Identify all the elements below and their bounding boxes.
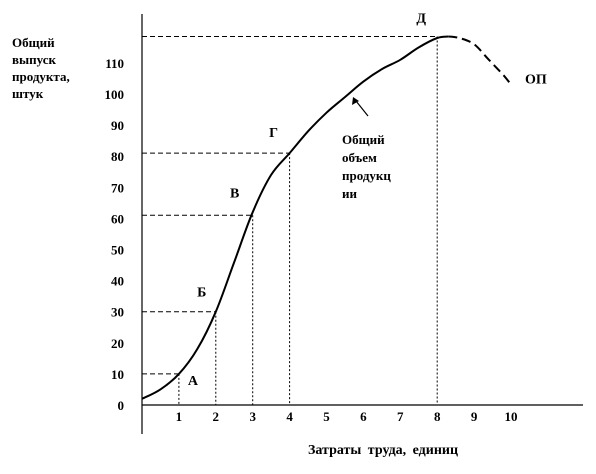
x-tick-label: 6 — [360, 409, 367, 424]
point-label: Г — [269, 126, 278, 141]
y-tick-label: 90 — [111, 118, 124, 133]
y-tick-label: 100 — [105, 87, 125, 102]
y-tick-label: 0 — [118, 398, 125, 413]
x-axis-label: Затраты труда, единиц — [308, 443, 459, 458]
chart-axes — [141, 14, 583, 434]
annotation-arrow — [355, 100, 369, 117]
x-tick-label: 4 — [286, 409, 293, 424]
y-tick-label: 80 — [111, 149, 124, 164]
guide-lines — [142, 35, 438, 405]
total-product-curve — [141, 35, 449, 400]
y-tick-label: 10 — [111, 367, 124, 382]
y-tick-label: 110 — [105, 56, 124, 71]
x-tick-label: 7 — [397, 409, 404, 424]
x-tick-label: 5 — [323, 409, 330, 424]
curve-annotation: Общий объем продукц ии — [342, 132, 391, 201]
x-tick-label: 1 — [176, 409, 183, 424]
y-tick-label: 70 — [111, 180, 124, 195]
y-tick-label: 60 — [111, 211, 124, 226]
x-tick-label: 2 — [213, 409, 220, 424]
point-label: А — [188, 374, 199, 389]
declining-curve — [448, 35, 512, 86]
x-tick-label: 10 — [505, 409, 518, 424]
curve-end-label: ОП — [525, 73, 547, 88]
point-labels: А Б В Г Д ОП — [188, 11, 547, 389]
x-tick-label: 8 — [434, 409, 441, 424]
y-axis-label: Общий выпуск продукта, штук — [12, 35, 70, 101]
y-tick-label: 40 — [111, 274, 124, 289]
annotation-arrow-head — [352, 97, 359, 105]
point-label: Б — [197, 286, 206, 301]
x-tick-label: 9 — [471, 409, 478, 424]
series-lines — [141, 35, 512, 400]
y-tick-label: 50 — [111, 243, 124, 258]
x-tick-label: 3 — [249, 409, 256, 424]
point-label: В — [230, 186, 239, 201]
y-tick-label: 30 — [111, 305, 124, 320]
y-tick-label: 20 — [111, 336, 124, 351]
point-label: Д — [416, 11, 426, 26]
